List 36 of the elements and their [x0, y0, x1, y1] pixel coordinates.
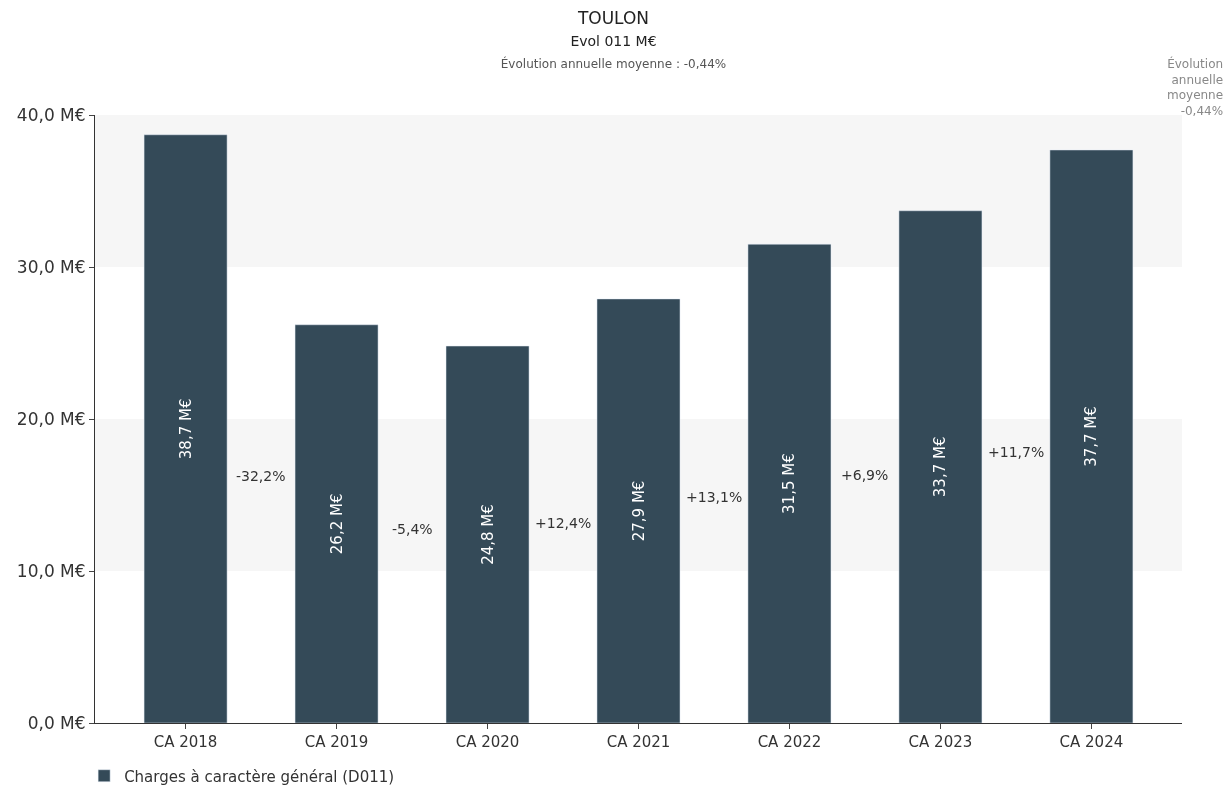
bar — [898, 210, 983, 723]
bar — [445, 345, 530, 723]
chart-subtitle: Evol 011 M€ Évolution annuelle moyenne : -0,44% — [500, 33, 727, 72]
x-tick-label: CA 2019 — [304, 733, 369, 751]
annotation: +11,7% — [988, 444, 1045, 460]
annotation: -32,2% — [236, 468, 286, 484]
annotation: +13,1% — [686, 489, 743, 505]
bar — [1049, 149, 1134, 723]
x-tick-label: CA 2024 — [1059, 733, 1124, 751]
bar — [294, 324, 379, 723]
annotation: Évolution annuelle moyenne -0,44% — [1167, 56, 1224, 118]
bar — [747, 243, 832, 723]
data-label: 38,7 M€ — [176, 398, 195, 460]
x-tick-label: CA 2018 — [153, 733, 218, 751]
data-label: 33,7 M€ — [931, 436, 950, 498]
annotation: -5,4% — [392, 521, 433, 537]
x-tick-label: CA 2020 — [455, 733, 520, 751]
x-tick-label: CA 2022 — [757, 733, 822, 751]
y-tick-label: 20,0 M€ — [16, 408, 86, 429]
y-tick-label: 40,0 M€ — [16, 104, 86, 125]
bar — [596, 298, 681, 723]
x-tick-label: CA 2023 — [908, 733, 973, 751]
annotation: +12,4% — [535, 515, 592, 531]
y-tick-label: 10,0 M€ — [16, 560, 86, 581]
annotation: +6,9% — [841, 467, 889, 483]
data-label: 27,9 M€ — [629, 480, 648, 542]
legend-label: Charges à caractère général (D011) — [124, 767, 395, 786]
data-label: 24,8 M€ — [478, 504, 497, 565]
x-tick-label: CA 2021 — [606, 733, 671, 751]
bar — [143, 134, 228, 723]
data-label: 37,7 M€ — [1082, 406, 1101, 467]
data-label: 26,2 M€ — [327, 493, 346, 555]
chart-title: TOULON — [576, 8, 650, 29]
y-tick-label: 0,0 M€ — [27, 712, 86, 733]
y-tick-label: 30,0 M€ — [16, 256, 86, 277]
data-label: 31,5 M€ — [780, 453, 799, 514]
